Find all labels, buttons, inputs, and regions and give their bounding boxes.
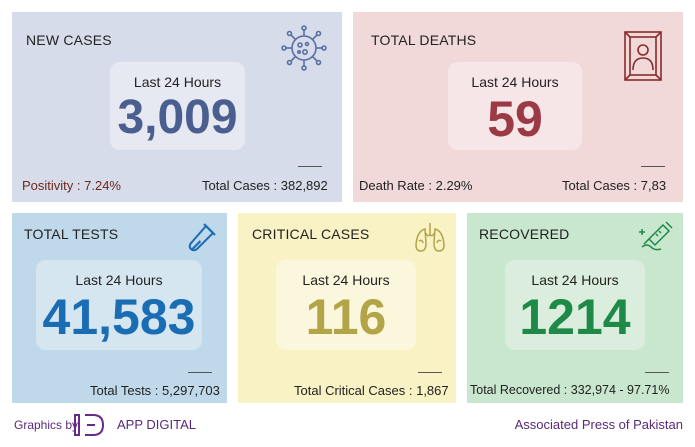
critical-cases-divider (418, 372, 442, 373)
recovered-divider (645, 372, 669, 373)
new-cases-divider (298, 166, 322, 167)
total-deaths-card: TOTAL DEATHS Last 24 Hours 59 Death Rate… (353, 12, 683, 202)
brand-name: APP DIGITAL (117, 417, 196, 432)
total-deaths-divider (641, 166, 665, 167)
total-tests-divider (188, 372, 212, 373)
total-deaths-inner-box: Last 24 Hours 59 (448, 62, 582, 150)
critical-cases-period-label: Last 24 Hours (302, 272, 390, 288)
recovered-card: RECOVERED Last 24 Hours 1214 Total Recov… (467, 213, 683, 403)
virus-icon (281, 25, 327, 71)
total-deaths-title: TOTAL DEATHS (371, 32, 477, 48)
new-cases-card: NEW CASES Last 24 Hours 3,009 Positivity… (12, 12, 342, 202)
total-tests-title: TOTAL TESTS (24, 226, 119, 242)
lungs-icon (415, 223, 445, 252)
total-tests-inner-box: Last 24 Hours 41,583 (36, 260, 202, 350)
recovered-value: 1214 (519, 289, 631, 345)
critical-cases-title: CRITICAL CASES (252, 226, 370, 242)
critical-cases-card: CRITICAL CASES Last 24 Hours 116 Total C… (238, 213, 456, 403)
new-cases-title: NEW CASES (26, 32, 112, 48)
total-deaths-rate: Death Rate : 2.29% (359, 178, 473, 193)
credit-label: Associated Press of Pakistan (514, 417, 683, 432)
portrait-frame-icon (624, 31, 662, 81)
test-tube-icon (188, 223, 216, 252)
recovered-total: Total Recovered : 332,974 - 97.71% (470, 383, 670, 397)
total-tests-card: TOTAL TESTS Last 24 Hours 41,583 Total T… (12, 213, 227, 403)
recovered-inner-box: Last 24 Hours 1214 (505, 260, 645, 350)
footer: Graphics by APP DIGITAL Associated Press… (0, 403, 695, 447)
total-tests-total: Total Tests : 5,297,703 (90, 383, 220, 398)
new-cases-inner-box: Last 24 Hours 3,009 (110, 62, 245, 150)
recovered-period-label: Last 24 Hours (531, 272, 619, 288)
total-deaths-value: 59 (487, 91, 543, 147)
total-tests-value: 41,583 (42, 289, 196, 345)
syringe-hand-icon (639, 221, 673, 251)
graphics-by-label: Graphics by (14, 418, 79, 432)
critical-cases-total: Total Critical Cases : 1,867 (294, 383, 449, 398)
recovered-title: RECOVERED (479, 226, 570, 242)
app-digital-logo-icon (74, 414, 105, 436)
critical-cases-inner-box: Last 24 Hours 116 (276, 260, 416, 350)
new-cases-positivity: Positivity : 7.24% (22, 178, 121, 193)
total-tests-period-label: Last 24 Hours (75, 272, 163, 288)
new-cases-period-label: Last 24 Hours (133, 74, 222, 90)
new-cases-total: Total Cases : 382,892 (202, 178, 328, 193)
critical-cases-value: 116 (305, 289, 387, 345)
total-deaths-period-label: Last 24 Hours (471, 74, 559, 90)
total-deaths-total: Total Cases : 7,83 (562, 178, 667, 193)
new-cases-value: 3,009 (117, 91, 238, 144)
